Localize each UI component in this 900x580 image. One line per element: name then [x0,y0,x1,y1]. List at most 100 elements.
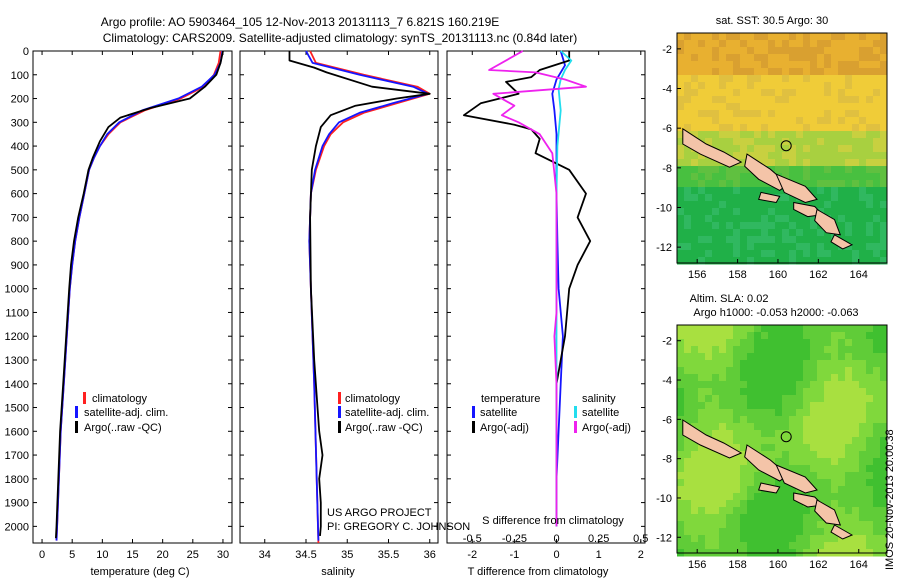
map-cell [845,201,853,209]
map-cell [852,423,860,431]
map-cell [782,500,790,508]
map-cell [698,472,706,480]
map-cell [838,416,846,424]
map-cell [698,222,706,230]
map-cell [747,47,755,55]
map-cell [810,54,818,62]
map-cell [831,187,839,195]
map-cell [866,229,874,237]
map-cell [677,451,685,459]
map-cell [789,486,797,494]
map-cell [719,229,727,237]
map-cell [789,145,797,153]
map-cell [775,208,783,216]
map-cell [705,402,713,410]
map-cell [782,61,790,69]
map-cell [810,138,818,146]
map-cell [880,444,888,452]
map-cell [684,486,692,494]
map-cell [803,395,811,403]
map-cell [740,339,748,347]
map-cell [866,423,874,431]
map-cell [712,229,720,237]
map-cell [754,353,762,361]
map-cell [761,542,769,550]
map-cell [824,103,832,111]
map-cell [747,332,755,340]
map-cell [831,472,839,480]
map-cell [831,131,839,139]
map-cell [859,222,867,230]
map-cell [810,332,818,340]
map-cell [691,521,699,529]
map-cell [789,416,797,424]
map-cell [845,493,853,501]
map-cell [845,257,853,265]
map-cell [775,493,783,501]
map-cell [880,40,888,48]
map-cell [733,472,741,480]
map-cell [761,360,769,368]
map-cell [719,332,727,340]
map-cell [880,521,888,529]
map-cell [810,89,818,97]
map-cell [817,117,825,125]
map-cell [803,89,811,97]
map-cell [796,437,804,445]
map-cell [726,75,734,83]
map-cell [712,416,720,424]
map-cell [705,166,713,174]
map-cell [831,479,839,487]
map-cell [684,250,692,258]
map-cell [810,131,818,139]
map-cell [803,367,811,375]
land-polygon [758,191,781,204]
map-cell [810,61,818,69]
x-tick-label: 25 [187,549,199,561]
map-cell [705,47,713,55]
map-cell [747,339,755,347]
map-cell [726,479,734,487]
map-cell [831,61,839,69]
map-cell [768,479,776,487]
map-cell [684,360,692,368]
map-cell [754,395,762,403]
map-cell [866,54,874,62]
map-cell [810,346,818,354]
map-cell [831,250,839,258]
map-cell [796,103,804,111]
map-cell [789,201,797,209]
map-cell [873,208,881,216]
map-cell [726,194,734,202]
map-cell [719,82,727,90]
map-cell [852,514,860,522]
map-cell [677,500,685,508]
map-cell [684,444,692,452]
map-cell [796,360,804,368]
map-cell [775,451,783,459]
map-cell [880,416,888,424]
map-cell [698,173,706,181]
map-cell [754,61,762,69]
map-cell [817,332,825,340]
map-cell [726,236,734,244]
map-cell [831,215,839,223]
map-cell [789,521,797,529]
map-cell [845,145,853,153]
map-cell [817,402,825,410]
map-cell [719,243,727,251]
map-cell [684,68,692,76]
map-cell [880,402,888,410]
map-cell [789,374,797,382]
map-cell [733,250,741,258]
map-cell [733,173,741,181]
map-cell [838,521,846,529]
map-cell [719,68,727,76]
map-cell [852,152,860,160]
map-cell [684,374,692,382]
map-cell [698,451,706,459]
map-cell [761,528,769,536]
map-cell [831,542,839,550]
map-cell [754,332,762,340]
map-cell [768,68,776,76]
